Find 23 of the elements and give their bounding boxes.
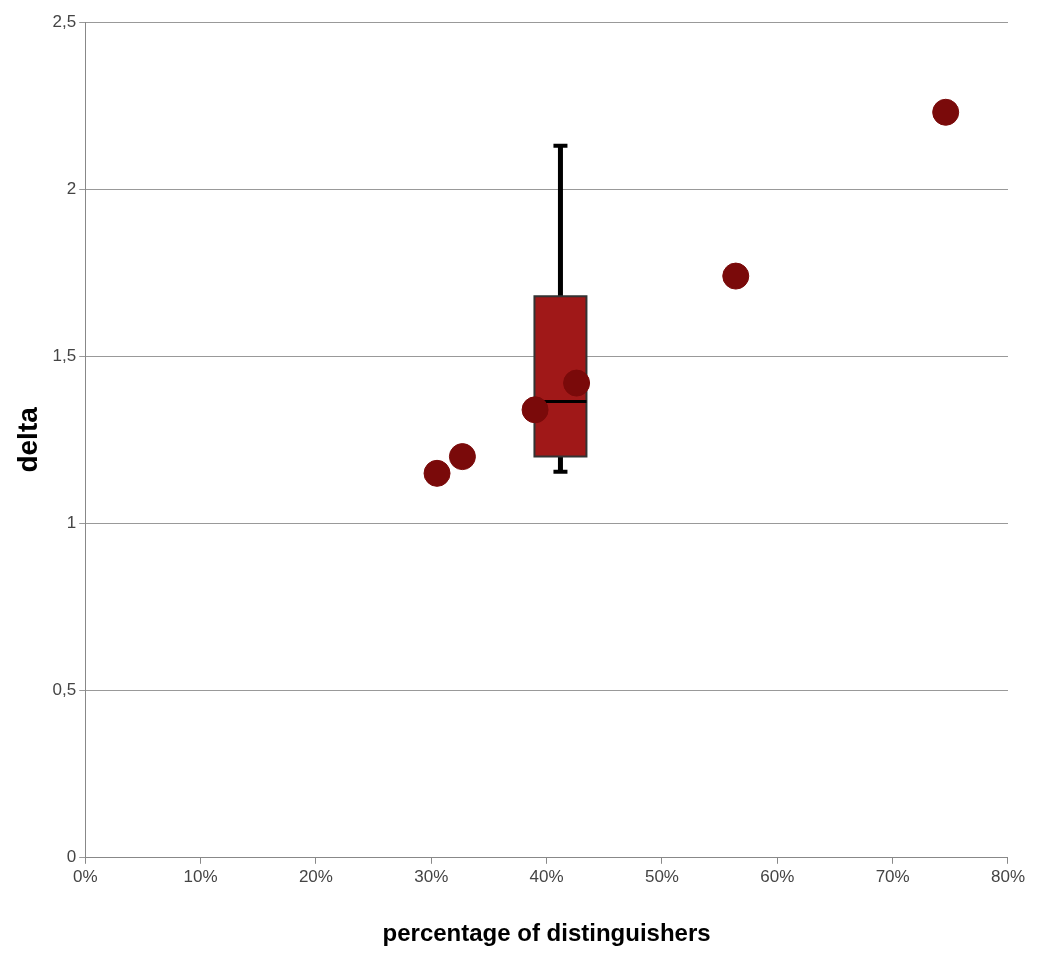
- y-tick-label: 2,5: [52, 11, 77, 31]
- y-tick-label: 0,5: [52, 680, 77, 700]
- y-tick-label: 0: [66, 847, 77, 867]
- x-tick-label: 80%: [990, 866, 1025, 886]
- y-tick-label: 2: [66, 178, 77, 198]
- x-tick-label: 60%: [760, 866, 795, 886]
- x-tick-label: 50%: [644, 866, 679, 886]
- x-tick-label: 10%: [183, 866, 218, 886]
- x-tick-label: 20%: [298, 866, 333, 886]
- x-tick-label: 40%: [529, 866, 564, 886]
- point: [563, 369, 591, 397]
- point: [423, 459, 451, 487]
- point: [448, 443, 476, 471]
- y-tick-label: 1: [66, 513, 77, 533]
- x-axis-title: percentage of distinguishers: [382, 919, 711, 947]
- x-tick-label: 0%: [72, 866, 98, 886]
- x-tick-label: 70%: [875, 866, 910, 886]
- y-tick-label: 1,5: [52, 346, 77, 366]
- y-axis-title: delta: [11, 406, 43, 473]
- point: [932, 98, 960, 126]
- point: [722, 262, 750, 290]
- x-tick-label: 30%: [414, 866, 449, 886]
- point: [521, 396, 549, 424]
